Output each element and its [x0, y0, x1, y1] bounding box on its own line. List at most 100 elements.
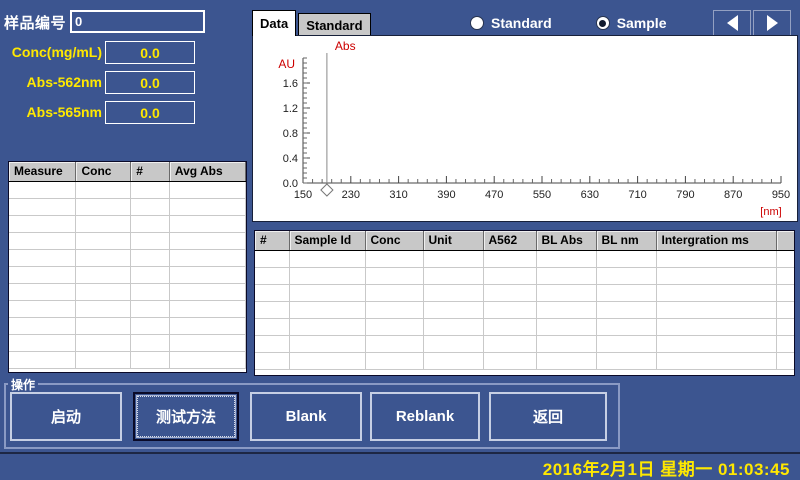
table-cell[interactable]: [9, 181, 77, 199]
table-cell[interactable]: [365, 352, 424, 370]
spectrum-chart-svg[interactable]: 150 230 310 390 470 550 630 710 790 870 950 0.0 0.4 0…: [253, 36, 797, 221]
table-cell[interactable]: [9, 266, 77, 284]
table-cell[interactable]: [9, 283, 77, 301]
table-cell[interactable]: [365, 318, 424, 336]
table-cell[interactable]: [130, 334, 170, 352]
table-row[interactable]: [9, 334, 246, 352]
table-cell[interactable]: [423, 318, 484, 336]
start-button[interactable]: 启动: [10, 392, 122, 441]
table-cell[interactable]: [169, 283, 246, 301]
table-cell[interactable]: [9, 215, 77, 233]
table-cell[interactable]: [536, 335, 597, 353]
table-row[interactable]: [255, 318, 794, 336]
measure-col-conc[interactable]: Conc: [75, 162, 132, 182]
table-cell[interactable]: [75, 249, 132, 267]
table-row[interactable]: [9, 181, 246, 199]
table-cell[interactable]: [483, 335, 537, 353]
table-cell[interactable]: [169, 351, 246, 369]
table-cell[interactable]: [130, 266, 170, 284]
table-cell[interactable]: [656, 284, 777, 302]
table-cell[interactable]: [169, 249, 246, 267]
table-cell[interactable]: [75, 181, 132, 199]
table-cell[interactable]: [169, 317, 246, 335]
table-cell[interactable]: [596, 267, 657, 285]
data-col-bl-abs[interactable]: BL Abs: [536, 231, 597, 251]
table-cell[interactable]: [289, 284, 366, 302]
table-row[interactable]: [9, 317, 246, 335]
table-cell[interactable]: [483, 267, 537, 285]
measure-col-avg-abs[interactable]: Avg Abs: [169, 162, 246, 182]
data-col-conc[interactable]: Conc: [365, 231, 424, 251]
table-cell[interactable]: [130, 283, 170, 301]
table-cell[interactable]: [423, 352, 484, 370]
table-cell[interactable]: [596, 318, 657, 336]
table-cell[interactable]: [423, 284, 484, 302]
table-cell[interactable]: [423, 250, 484, 268]
measure-col-measure[interactable]: Measure: [9, 162, 77, 182]
table-cell[interactable]: [483, 250, 537, 268]
radio-standard[interactable]: Standard: [470, 15, 552, 31]
table-cell[interactable]: [289, 352, 366, 370]
table-cell[interactable]: [423, 267, 484, 285]
data-grid-body[interactable]: [255, 250, 794, 370]
tab-data[interactable]: Data: [252, 10, 297, 36]
sample-number-input[interactable]: [70, 10, 205, 33]
table-cell[interactable]: [130, 351, 170, 369]
table-row[interactable]: [9, 300, 246, 318]
table-row[interactable]: [255, 352, 794, 370]
table-cell[interactable]: [776, 352, 794, 370]
table-row[interactable]: [9, 351, 246, 369]
table-cell[interactable]: [9, 334, 77, 352]
tab-standard[interactable]: Standard: [298, 13, 371, 37]
table-cell[interactable]: [365, 301, 424, 319]
table-row[interactable]: [9, 215, 246, 233]
radio-sample[interactable]: Sample: [595, 15, 667, 31]
data-col-bl-nm[interactable]: BL nm: [596, 231, 657, 251]
table-cell[interactable]: [776, 335, 794, 353]
table-cell[interactable]: [483, 352, 537, 370]
table-cell[interactable]: [130, 198, 170, 216]
table-cell[interactable]: [9, 351, 77, 369]
table-cell[interactable]: [596, 301, 657, 319]
table-cell[interactable]: [255, 284, 290, 302]
table-cell[interactable]: [255, 250, 290, 268]
test-method-button[interactable]: 测试方法: [133, 392, 239, 441]
table-cell[interactable]: [289, 267, 366, 285]
table-cell[interactable]: [9, 232, 77, 250]
table-cell[interactable]: [596, 250, 657, 268]
table-cell[interactable]: [776, 284, 794, 302]
table-cell[interactable]: [596, 352, 657, 370]
table-cell[interactable]: [9, 317, 77, 335]
table-cell[interactable]: [255, 335, 290, 353]
table-cell[interactable]: [169, 198, 246, 216]
data-col-unit[interactable]: Unit: [423, 231, 484, 251]
sample-data-grid[interactable]: # Sample Id Conc Unit A562 BL Abs BL nm Intergr…: [254, 230, 795, 376]
measure-table[interactable]: Measure Conc # Avg Abs: [8, 161, 247, 373]
table-cell[interactable]: [169, 334, 246, 352]
table-cell[interactable]: [130, 215, 170, 233]
table-cell[interactable]: [483, 301, 537, 319]
table-cell[interactable]: [75, 317, 132, 335]
table-cell[interactable]: [255, 352, 290, 370]
table-cell[interactable]: [365, 250, 424, 268]
table-cell[interactable]: [130, 317, 170, 335]
table-cell[interactable]: [536, 250, 597, 268]
table-cell[interactable]: [656, 352, 777, 370]
table-cell[interactable]: [9, 198, 77, 216]
table-cell[interactable]: [483, 284, 537, 302]
table-cell[interactable]: [289, 301, 366, 319]
table-cell[interactable]: [365, 335, 424, 353]
table-cell[interactable]: [75, 232, 132, 250]
blank-button[interactable]: Blank: [250, 392, 362, 441]
table-cell[interactable]: [75, 300, 132, 318]
table-row[interactable]: [9, 266, 246, 284]
radio-standard-icon[interactable]: [470, 16, 484, 30]
table-cell[interactable]: [776, 301, 794, 319]
table-cell[interactable]: [255, 267, 290, 285]
table-cell[interactable]: [75, 283, 132, 301]
table-cell[interactable]: [169, 300, 246, 318]
table-cell[interactable]: [656, 318, 777, 336]
table-cell[interactable]: [536, 267, 597, 285]
table-cell[interactable]: [9, 249, 77, 267]
table-cell[interactable]: [536, 352, 597, 370]
